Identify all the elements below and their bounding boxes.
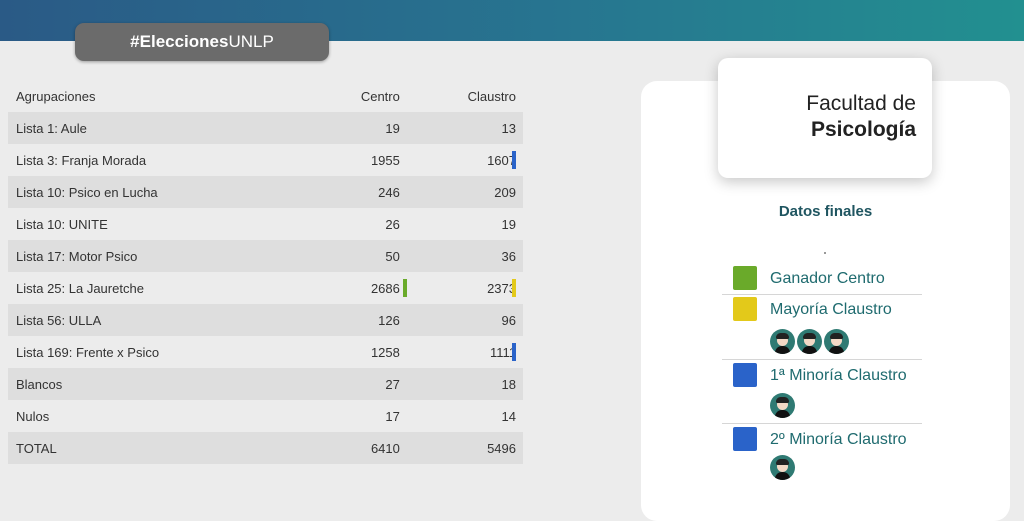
avatar-group [770, 455, 795, 480]
row-claustro: 14 [501, 408, 516, 424]
row-claustro: 5496 [487, 440, 516, 456]
row-claustro: 209 [494, 184, 516, 200]
table-row: Lista 25: La Jauretche 2686 2373 [8, 272, 523, 304]
blue-swatch [733, 363, 757, 387]
row-centro: 17 [385, 408, 400, 424]
header-agrupaciones: Agrupaciones [16, 88, 96, 104]
avatar-group [770, 393, 795, 418]
majority-marker [512, 278, 516, 297]
row-centro: 50 [385, 248, 400, 264]
row-claustro: 2373 [487, 278, 516, 297]
row-name: Lista 10: UNITE [16, 216, 108, 232]
legend-label: Ganador Centro [770, 270, 885, 287]
table-row: Lista 1: Aule 19 13 [8, 112, 523, 144]
row-centro: 1955 [370, 152, 400, 168]
row-centro: 6410 [370, 440, 400, 456]
row-name: Lista 25: La Jauretche [16, 280, 144, 296]
person-avatar-icon [770, 393, 795, 418]
minority-marker [512, 150, 516, 169]
table-header: Agrupaciones Centro Claustro [8, 80, 523, 112]
facultad-name: Psicología [810, 118, 916, 141]
row-claustro: 13 [501, 120, 516, 136]
legend-separator [722, 359, 922, 360]
row-claustro: 36 [501, 248, 516, 264]
row-centro: 19 [385, 120, 400, 136]
row-name: Blancos [16, 376, 63, 392]
row-claustro: 1607 [487, 150, 516, 169]
yellow-swatch [733, 297, 757, 321]
facultad-label: Facultad de [806, 92, 916, 115]
header-centro: Centro [360, 88, 400, 104]
row-claustro: 18 [501, 376, 516, 392]
hashtag-bold: #Elecciones [130, 32, 229, 51]
row-name: TOTAL [16, 440, 57, 456]
row-name: Lista 10: Psico en Lucha [16, 184, 158, 200]
person-avatar-icon [770, 329, 795, 354]
row-centro: 2686 [311, 278, 407, 297]
row-claustro: 96 [501, 312, 516, 328]
facultad-card: Facultad de Psicología [718, 58, 932, 178]
row-centro: 126 [378, 312, 400, 328]
table-row: Lista 10: Psico en Lucha 246 209 [8, 176, 523, 208]
legend-separator [722, 294, 922, 295]
legend-separator [722, 423, 922, 424]
table-row: Blancos 27 18 [8, 368, 523, 400]
row-name: Lista 17: Motor Psico [16, 248, 138, 264]
blue-swatch [733, 427, 757, 451]
row-centro: 246 [378, 184, 400, 200]
table-row: Lista 169: Frente x Psico 1258 1111 [8, 336, 523, 368]
person-avatar-icon [770, 455, 795, 480]
table-row: Lista 10: UNITE 26 19 [8, 208, 523, 240]
row-name: Lista 56: ULLA [16, 312, 102, 328]
table-row: Nulos 17 14 [8, 400, 523, 432]
table-row-total: TOTAL 6410 5496 [8, 432, 523, 464]
avatar-group [770, 329, 849, 354]
person-avatar-icon [797, 329, 822, 354]
row-centro: 1258 [370, 344, 400, 360]
table-row: Lista 17: Motor Psico 50 36 [8, 240, 523, 272]
winner-marker [402, 278, 407, 297]
row-name: Lista 1: Aule [16, 120, 87, 136]
minority-marker [512, 342, 516, 361]
table-row: Lista 56: ULLA 126 96 [8, 304, 523, 336]
row-claustro: 1111 [489, 342, 516, 361]
row-name: Lista 3: Franja Morada [16, 152, 147, 168]
row-name: Nulos [16, 408, 50, 424]
datos-finales-title: Datos finales [778, 203, 873, 220]
divider-dot [824, 252, 826, 254]
row-claustro: 19 [501, 216, 516, 232]
table-row: Lista 3: Franja Morada 1955 1607 [8, 144, 523, 176]
row-centro: 27 [385, 376, 400, 392]
legend-label: 2º Minoría Claustro [770, 431, 907, 448]
row-centro: 26 [385, 216, 400, 232]
legend-label: Mayoría Claustro [770, 301, 892, 318]
row-name: Lista 169: Frente x Psico [16, 344, 160, 360]
person-avatar-icon [824, 329, 849, 354]
header-claustro: Claustro [467, 88, 516, 104]
hashtag-rest: UNLP [228, 32, 274, 51]
legend-label: 1ª Minoría Claustro [770, 367, 907, 384]
green-swatch [733, 266, 757, 290]
hashtag-badge: #Elecciones UNLP [75, 23, 329, 61]
results-table: Agrupaciones Centro Claustro Lista 1: Au… [8, 80, 523, 464]
